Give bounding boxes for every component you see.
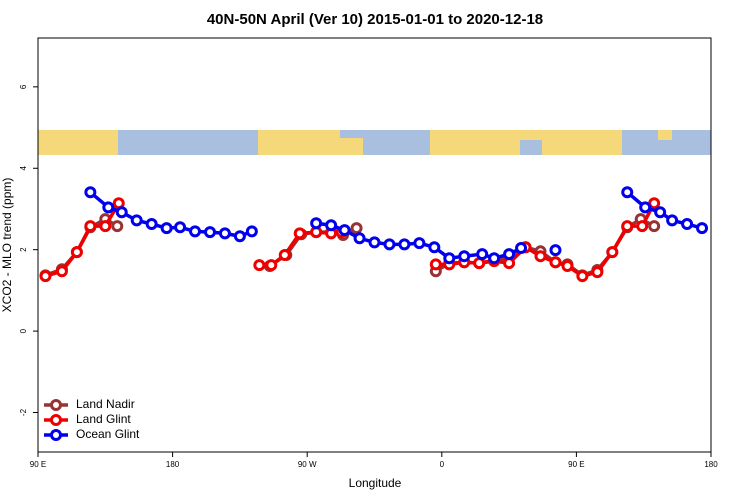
x-tick-label: 90 E <box>568 460 584 469</box>
map-ocean <box>520 140 542 155</box>
x-tick-label: 90 W <box>298 460 317 469</box>
data-point <box>534 250 547 263</box>
x-tick-label: 180 <box>704 460 718 469</box>
data-point <box>233 230 246 243</box>
series <box>84 186 709 265</box>
data-point <box>549 244 562 257</box>
data-point <box>383 238 396 251</box>
data-point <box>278 248 291 261</box>
data-point <box>428 241 441 254</box>
map-land <box>38 130 118 155</box>
data-point <box>443 252 456 265</box>
data-point <box>549 256 562 269</box>
data-point <box>293 227 306 240</box>
data-point <box>681 218 694 231</box>
data-point <box>265 259 278 272</box>
data-point <box>621 186 634 199</box>
data-point <box>576 270 589 283</box>
data-point <box>310 217 323 230</box>
y-tick-label: -2 <box>19 408 28 416</box>
data-point <box>338 224 351 237</box>
data-point <box>591 266 604 279</box>
data-point <box>476 248 489 261</box>
data-point <box>654 206 667 219</box>
world-map-strip <box>38 130 711 155</box>
data-point <box>115 206 128 219</box>
data-point <box>218 227 231 240</box>
x-tick-label: 90 E <box>30 460 46 469</box>
data-point <box>160 222 173 235</box>
legend-label: Land Glint <box>76 412 131 426</box>
legend-marker <box>50 429 62 441</box>
data-point <box>70 246 83 259</box>
legend-marker <box>50 414 62 426</box>
data-point <box>174 221 187 234</box>
y-axis-label: XCO2 - MLO trend (ppm) <box>0 178 14 313</box>
series <box>39 197 661 283</box>
data-point <box>203 226 216 239</box>
data-point <box>39 270 52 283</box>
data-point <box>606 246 619 259</box>
data-point <box>189 225 202 238</box>
data-point <box>515 242 528 255</box>
data-point <box>99 220 112 233</box>
data-point <box>429 258 442 271</box>
data-point <box>666 214 679 227</box>
data-point <box>253 259 266 272</box>
x-axis-label: Longitude <box>349 476 402 490</box>
plot-frame <box>37 37 712 453</box>
data-point <box>84 186 97 199</box>
x-tick-label: 0 <box>440 460 445 469</box>
data-point <box>55 265 68 278</box>
data-point <box>561 259 574 272</box>
y-tick-label: 0 <box>19 328 28 333</box>
data-point <box>102 201 115 214</box>
data-point <box>111 220 124 233</box>
legend-label: Ocean Glint <box>76 427 140 441</box>
y-tick-label: 4 <box>19 165 28 170</box>
data-point <box>639 201 652 214</box>
data-point <box>458 250 471 263</box>
data-point <box>621 220 634 233</box>
chart-title: 40N-50N April (Ver 10) 2015-01-01 to 202… <box>207 11 543 28</box>
data-point <box>398 238 411 251</box>
data-point <box>325 219 338 232</box>
data-point <box>636 220 649 233</box>
data-point <box>145 218 158 231</box>
y-tick-label: 6 <box>19 84 28 89</box>
legend-label: Land Nadir <box>76 397 135 411</box>
legend-marker <box>50 399 62 411</box>
data-point <box>648 220 661 233</box>
data-point <box>84 220 97 233</box>
data-point <box>648 197 661 210</box>
x-tick-label: 180 <box>166 460 180 469</box>
y-tick-label: 2 <box>19 247 28 252</box>
map-land <box>658 130 672 140</box>
data-point <box>245 225 258 238</box>
data-point <box>130 214 143 227</box>
data-point <box>696 222 709 235</box>
data-point <box>413 237 426 250</box>
data-point <box>353 232 366 245</box>
map-ocean <box>340 130 370 138</box>
data-point <box>350 222 363 235</box>
data-point <box>503 248 516 261</box>
data-point <box>488 252 501 265</box>
data-point <box>368 236 381 249</box>
